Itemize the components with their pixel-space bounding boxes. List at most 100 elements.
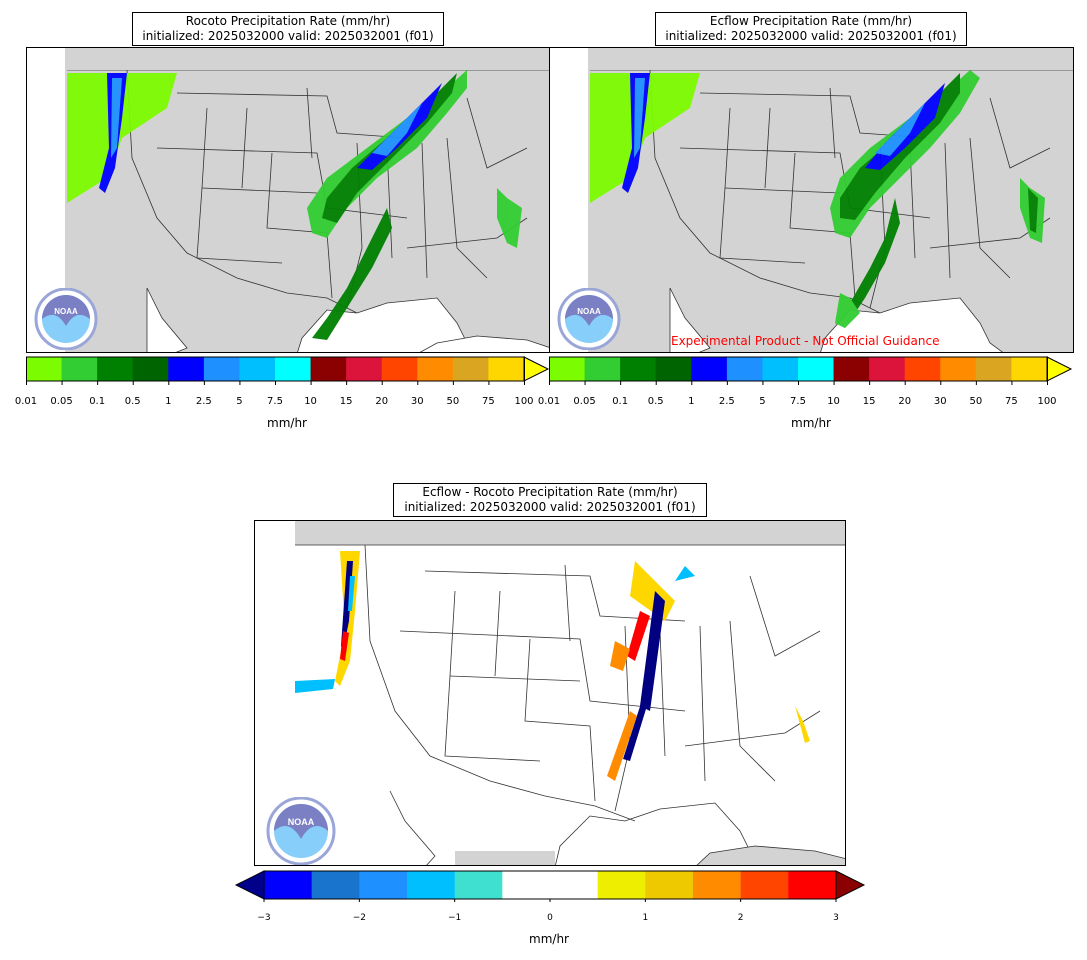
noaa-logo-icon: NOAA xyxy=(34,288,98,350)
diff-colorbar-swatch-0 xyxy=(264,871,313,899)
diff-colorbar-tick-label: 0 xyxy=(547,913,553,923)
ecflow-colorbar-tick-label: 7.5 xyxy=(790,396,806,407)
ecflow-title-line1: Ecflow Precipitation Rate (mm/hr) xyxy=(709,14,913,28)
ecflow-colorbar-tick-label: 2.5 xyxy=(718,396,735,407)
diff-title-line2: initialized: 2025032000 valid: 202503200… xyxy=(404,500,696,514)
ecflow-colorbar-tick-label: 10 xyxy=(827,396,840,407)
ecflow-colorbar-swatch-3 xyxy=(655,357,692,381)
diff-colorbar-swatch-8 xyxy=(645,871,694,899)
diff-colorbar-swatch-2 xyxy=(359,871,408,899)
rocoto-colorbar-swatch-13 xyxy=(488,357,525,381)
ecflow-colorbar-tick-label: 75 xyxy=(1005,396,1018,407)
ecflow-colorbar-swatch-2 xyxy=(620,357,657,381)
rocoto-colorbar-swatch-10 xyxy=(381,357,418,381)
ecflow-colorbar-tick-label: 0.5 xyxy=(647,396,664,407)
ecflow-colorbar xyxy=(549,356,1073,385)
rocoto-colorbar-tick-label: 50 xyxy=(446,396,460,407)
diff-colorbar-extend-under xyxy=(234,870,265,900)
ecflow-colorbar-tick-label: 15 xyxy=(862,396,876,407)
ecflow-colorbar-tick-label: 0.1 xyxy=(612,396,629,407)
rocoto-colorbar-swatch-12 xyxy=(452,357,489,381)
rocoto-colorbar-tick-label: 75 xyxy=(482,396,495,407)
ecflow-colorbar-tick-label: 30 xyxy=(933,396,947,407)
rocoto-map-canvas xyxy=(27,48,549,352)
ecflow-colorbar-swatch-6 xyxy=(762,357,799,381)
diff-colorbar-swatch-9 xyxy=(693,871,742,899)
noaa-logo-icon: NOAA xyxy=(557,288,621,350)
ecflow-colorbar-swatch-5 xyxy=(726,357,763,381)
rocoto-colorbar-tick-label: 2.5 xyxy=(195,396,212,407)
rocoto-title-line1: Rocoto Precipitation Rate (mm/hr) xyxy=(185,14,391,28)
ecflow-colorbar-tick-label: 50 xyxy=(969,396,983,407)
ecflow-title: Ecflow Precipitation Rate (mm/hr) initia… xyxy=(655,12,967,46)
noaa-logo-icon: NOAA xyxy=(266,797,336,865)
diff-map-canvas xyxy=(255,521,845,865)
rocoto-colorbar-tick-label: 30 xyxy=(410,396,424,407)
diff-colorbar xyxy=(234,870,866,902)
ecflow-colorbar-swatch-10 xyxy=(904,357,941,381)
ecflow-title-line2: initialized: 2025032000 valid: 202503200… xyxy=(665,29,957,43)
diff-colorbar-swatch-3 xyxy=(407,871,456,899)
ecflow-colorbar-unit: mm/hr xyxy=(791,416,831,430)
rocoto-colorbar-tick-label: 15 xyxy=(339,396,353,407)
rocoto-colorbar-swatch-6 xyxy=(239,357,276,381)
rocoto-colorbar-tick-label: 1 xyxy=(165,396,172,407)
rocoto-map: NOAA xyxy=(26,47,550,353)
ecflow-colorbar-tick-label: 1 xyxy=(688,396,695,407)
diff-colorbar-swatch-11 xyxy=(788,871,837,899)
rocoto-colorbar-swatch-3 xyxy=(132,357,169,381)
ecflow-colorbar-swatch-7 xyxy=(798,357,835,381)
diff-colorbar-tick-label: −2 xyxy=(352,913,366,923)
ecflow-colorbar-tick-label: 0.01 xyxy=(537,396,561,407)
ecflow-colorbar-swatch-11 xyxy=(940,357,977,381)
ecflow-colorbar-swatch-4 xyxy=(691,357,728,381)
diff-colorbar-tick-label: −3 xyxy=(257,913,271,923)
noaa-logo-text: NOAA xyxy=(54,307,78,316)
ecflow-colorbar-swatch-13 xyxy=(1011,357,1048,381)
rocoto-colorbar-swatch-4 xyxy=(168,357,205,381)
rocoto-colorbar-tick-label: 0.05 xyxy=(50,396,73,407)
diff-colorbar-swatch-1 xyxy=(311,871,360,899)
rocoto-colorbar-tick-label: 0.5 xyxy=(124,396,141,407)
diff-colorbar-tick-label: −1 xyxy=(448,913,462,923)
noaa-logo-text: NOAA xyxy=(288,817,315,827)
rocoto-colorbar-tick-label: 100 xyxy=(514,396,534,407)
noaa-logo-text: NOAA xyxy=(577,307,601,316)
ecflow-colorbar-swatch-9 xyxy=(869,357,906,381)
ecflow-colorbar-swatch-12 xyxy=(975,357,1012,381)
diff-title: Ecflow - Rocoto Precipitation Rate (mm/h… xyxy=(393,483,707,517)
rocoto-colorbar-swatch-9 xyxy=(346,357,383,381)
rocoto-colorbar-tick-label: 5 xyxy=(236,396,243,407)
rocoto-title-line2: initialized: 2025032000 valid: 202503200… xyxy=(142,29,434,43)
rocoto-colorbar-tick-label: 0.01 xyxy=(14,396,38,407)
ecflow-colorbar-swatch-1 xyxy=(584,357,621,381)
rocoto-colorbar-swatch-0 xyxy=(26,357,63,381)
diff-colorbar-swatch-10 xyxy=(740,871,789,899)
diff-map: NOAA xyxy=(254,520,846,866)
ecflow-colorbar-swatch-0 xyxy=(549,357,586,381)
diff-colorbar-swatch-4 xyxy=(454,871,503,899)
diff-colorbar-swatch-5 xyxy=(502,871,551,899)
diff-colorbar-swatch-7 xyxy=(597,871,646,899)
disclaimer-text: Experimental Product - Not Official Guid… xyxy=(671,334,940,348)
rocoto-colorbar-swatch-5 xyxy=(203,357,240,381)
rocoto-colorbar-tick-label: 0.1 xyxy=(89,396,106,407)
ecflow-colorbar-extend xyxy=(1046,356,1073,382)
ecflow-colorbar-swatch-8 xyxy=(833,357,870,381)
rocoto-colorbar-swatch-1 xyxy=(61,357,98,381)
diff-colorbar-unit: mm/hr xyxy=(529,932,569,946)
ecflow-colorbar-tick-label: 100 xyxy=(1037,396,1057,407)
ecflow-map-canvas xyxy=(550,48,1073,352)
ecflow-colorbar-tick-label: 20 xyxy=(898,396,912,407)
rocoto-colorbar-extend xyxy=(523,356,550,382)
rocoto-colorbar xyxy=(26,356,550,385)
diff-title-line1: Ecflow - Rocoto Precipitation Rate (mm/h… xyxy=(422,485,678,499)
rocoto-colorbar-tick-label: 7.5 xyxy=(267,396,283,407)
diff-colorbar-extend-over xyxy=(835,870,866,900)
rocoto-colorbar-swatch-2 xyxy=(97,357,134,381)
diff-colorbar-tick-label: 2 xyxy=(737,913,744,923)
rocoto-colorbar-tick-label: 10 xyxy=(304,396,317,407)
ecflow-map: NOAA Experimental Product - Not Official… xyxy=(549,47,1074,353)
diff-colorbar-tick-label: 1 xyxy=(642,913,649,923)
rocoto-colorbar-swatch-7 xyxy=(275,357,312,381)
